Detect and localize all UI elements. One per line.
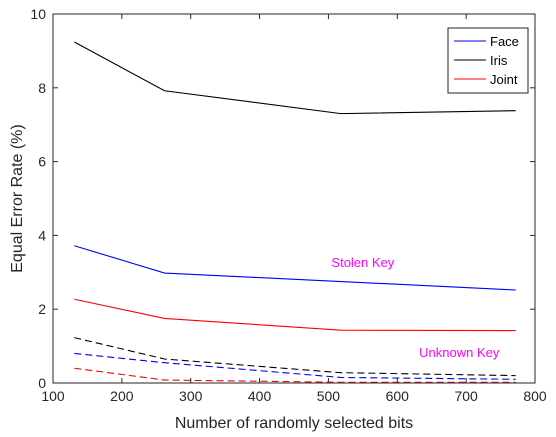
x-tick-label: 800	[523, 388, 547, 404]
y-tick-label: 6	[38, 154, 46, 170]
series-line-joint	[74, 298, 516, 332]
y-tick-label: 4	[38, 227, 46, 243]
y-tick-label: 8	[38, 80, 46, 96]
y-tick-label: 0	[38, 375, 46, 391]
series-line-face	[74, 245, 516, 291]
series-line-unknown-key-4	[74, 337, 516, 377]
annotations: Stolen Key Unknown Key	[331, 255, 499, 360]
y-tick-label: 2	[38, 301, 46, 317]
legend-label: Joint	[490, 72, 518, 87]
y-axis-ticks: 0 2 4 6 8 10	[30, 6, 535, 391]
legend-label: Iris	[490, 53, 508, 68]
series-lines	[74, 41, 516, 383]
x-axis-label: Number of randomly selected bits	[175, 415, 413, 432]
x-tick-label: 200	[110, 388, 134, 404]
series-line-iris	[74, 41, 516, 115]
annotation-label: Unknown Key	[419, 345, 500, 360]
x-tick-label: 400	[248, 388, 272, 404]
x-tick-label: 600	[386, 388, 410, 404]
plot-area-frame	[52, 13, 536, 384]
series-line-unknown-key-5	[74, 367, 516, 383]
legend: Face Iris Joint	[447, 27, 529, 94]
x-tick-label: 300	[179, 388, 203, 404]
series-line-unknown-key-3	[74, 352, 516, 380]
x-tick-label: 700	[454, 388, 478, 404]
x-tick-label: 100	[41, 388, 65, 404]
x-axis-ticks: 100 200 300 400 500 600 700 800	[41, 14, 547, 404]
annotation-label: Stolen Key	[331, 255, 394, 270]
y-axis-label: Equal Error Rate (%)	[9, 124, 26, 273]
legend-label: Face	[490, 34, 519, 49]
y-tick-label: 10	[30, 6, 46, 22]
x-tick-label: 500	[317, 388, 341, 404]
